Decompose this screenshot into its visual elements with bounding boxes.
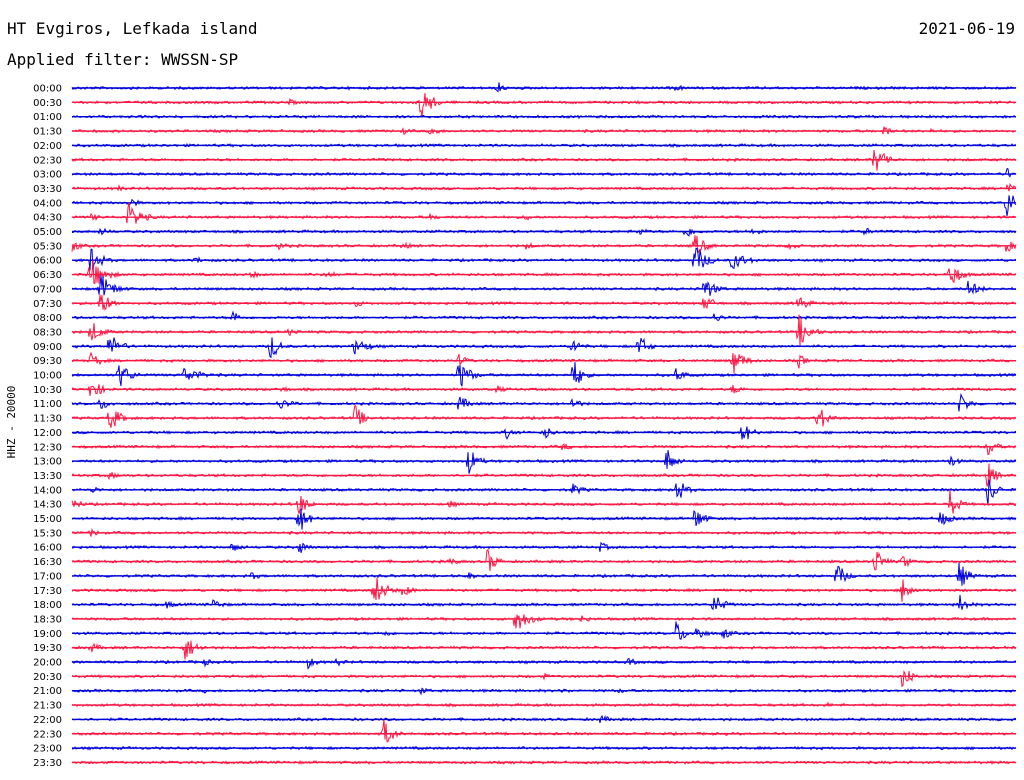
trace-line xyxy=(71,310,1017,321)
row-time-label: 22:00 xyxy=(33,715,62,726)
row-time-label: 17:00 xyxy=(33,571,62,582)
row-time-label: 05:00 xyxy=(33,227,62,238)
row-time-label: 13:00 xyxy=(33,457,62,468)
trace-line xyxy=(71,235,1017,254)
trace-line xyxy=(71,640,1017,660)
row-time-label: 06:00 xyxy=(33,256,62,267)
row-time-label: 02:00 xyxy=(33,141,62,152)
row-time-label: 14:30 xyxy=(33,500,62,511)
trace-line xyxy=(71,168,1017,178)
trace-line xyxy=(71,489,1017,515)
row-time-label: 19:30 xyxy=(33,643,62,654)
trace-line xyxy=(71,657,1017,670)
trace-line xyxy=(71,404,1017,428)
trace-line xyxy=(71,259,1017,284)
row-time-label: 03:30 xyxy=(33,184,62,195)
trace-line xyxy=(71,549,1017,572)
row-time-label: 08:00 xyxy=(33,313,62,324)
row-time-label: 20:30 xyxy=(33,672,62,683)
row-time-label: 07:30 xyxy=(33,299,62,310)
row-time-label: 01:00 xyxy=(33,112,62,123)
trace-line xyxy=(71,443,1017,456)
trace-line xyxy=(71,594,1017,611)
row-time-label: 12:30 xyxy=(33,442,62,453)
row-time-label: 01:30 xyxy=(33,127,62,138)
row-time-label: 06:30 xyxy=(33,270,62,281)
trace-line xyxy=(71,202,1017,224)
trace-line xyxy=(72,614,1017,629)
row-time-label: 09:30 xyxy=(33,356,62,367)
trace-line xyxy=(71,479,1017,506)
trace-line xyxy=(71,247,1017,271)
trace-line xyxy=(71,719,1017,743)
row-time-label: 00:30 xyxy=(33,98,62,109)
row-time-label: 12:00 xyxy=(33,428,62,439)
y-axis-label: HHZ - 20000 xyxy=(5,386,18,459)
row-time-label: 00:00 xyxy=(33,84,62,95)
filter-label: Applied filter: WWSSN-SP xyxy=(7,50,239,69)
trace-line xyxy=(71,670,1017,688)
row-time-label: 10:30 xyxy=(33,385,62,396)
row-time-label: 23:30 xyxy=(33,758,62,769)
row-time-label: 22:30 xyxy=(33,729,62,740)
trace-line xyxy=(71,314,1017,347)
trace-line xyxy=(71,621,1017,640)
trace-line xyxy=(71,362,1017,387)
row-time-label: 17:30 xyxy=(33,586,62,597)
row-time-label: 08:30 xyxy=(33,327,62,338)
row-time-label: 21:30 xyxy=(33,701,62,712)
date-label: 2021-06-19 xyxy=(918,19,1015,38)
row-time-label: 02:30 xyxy=(33,155,62,166)
row-time-label: 11:00 xyxy=(33,399,62,410)
row-time-label: 15:00 xyxy=(33,514,62,525)
row-time-label: 19:00 xyxy=(33,629,62,640)
trace-line xyxy=(72,450,1017,474)
row-time-label: 18:30 xyxy=(33,614,62,625)
station-title: HT Evgiros, Lefkada island xyxy=(7,19,258,38)
trace-line xyxy=(71,92,1017,117)
row-time-label: 05:30 xyxy=(33,241,62,252)
trace-line xyxy=(71,195,1017,217)
row-time-label: 04:00 xyxy=(33,198,62,209)
trace-line xyxy=(71,82,1017,93)
trace-line xyxy=(71,337,1017,359)
trace-line xyxy=(71,384,1017,396)
row-time-label: 20:00 xyxy=(33,658,62,669)
row-time-label: 03:00 xyxy=(33,170,62,181)
trace-line xyxy=(71,294,1017,311)
row-time-label: 21:00 xyxy=(33,686,62,697)
row-time-label: 11:30 xyxy=(33,414,62,425)
row-time-label: 04:30 xyxy=(33,213,62,224)
row-time-label: 10:00 xyxy=(33,371,62,382)
row-time-label: 16:30 xyxy=(33,557,62,568)
row-time-label: 13:30 xyxy=(33,471,62,482)
row-time-label: 09:00 xyxy=(33,342,62,353)
row-time-label: 18:00 xyxy=(33,600,62,611)
trace-line xyxy=(71,351,1017,374)
row-time-label: 16:00 xyxy=(33,543,62,554)
row-time-label: 07:00 xyxy=(33,284,62,295)
row-time-label: 23:00 xyxy=(33,744,62,755)
row-time-label: 14:00 xyxy=(33,485,62,496)
row-time-label: 15:30 xyxy=(33,528,62,539)
trace-line xyxy=(71,275,1017,296)
